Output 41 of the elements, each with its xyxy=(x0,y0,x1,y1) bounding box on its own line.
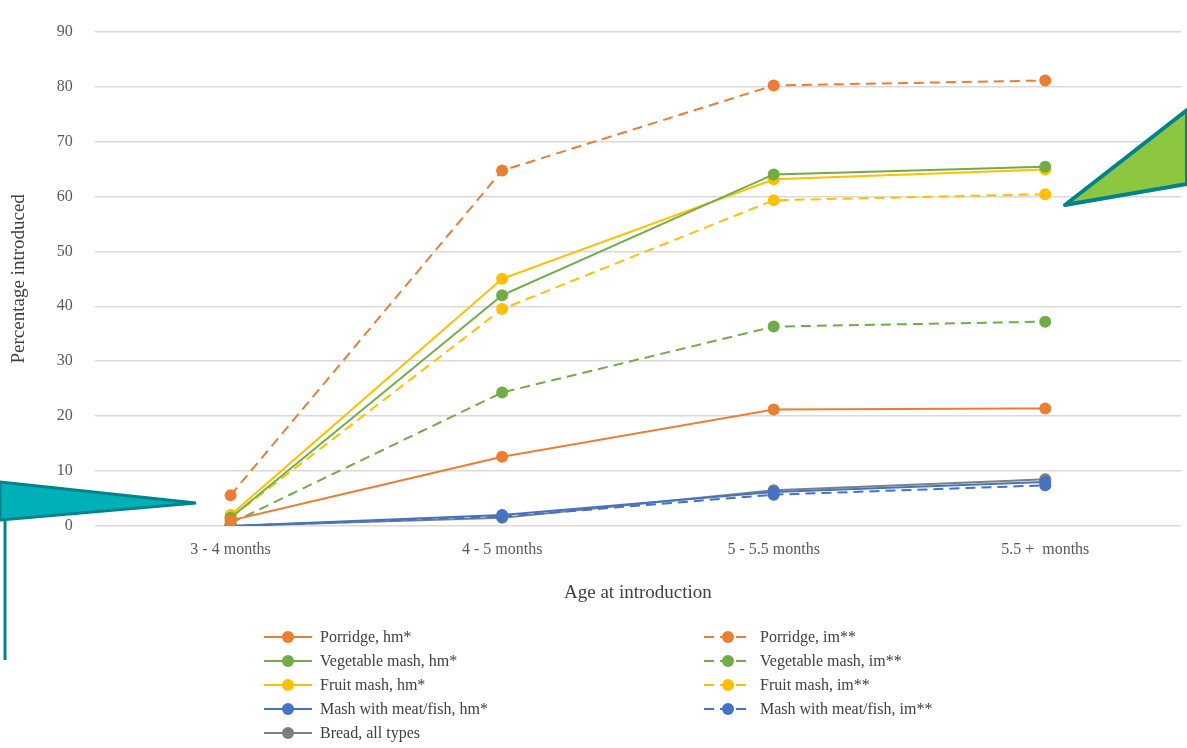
y-tick-label: 20 xyxy=(56,406,73,424)
y-tick-label: 50 xyxy=(56,241,73,259)
point xyxy=(767,194,780,207)
legend-label: Vegetable mash, im** xyxy=(760,652,902,670)
point xyxy=(1039,315,1052,328)
x-tick-label: 3 - 4 months xyxy=(190,539,271,557)
point xyxy=(224,489,237,502)
y-tick-label: 60 xyxy=(56,186,73,204)
point xyxy=(496,450,509,463)
y-tick-label: 80 xyxy=(56,76,73,94)
y-tick-label: 70 xyxy=(56,131,73,149)
point xyxy=(767,79,780,92)
point xyxy=(496,386,509,399)
point xyxy=(767,168,780,181)
x-tick-label: 4 - 5 months xyxy=(461,539,543,557)
y-tick-label: 90 xyxy=(56,21,73,39)
legend-label: Porridge, im** xyxy=(760,628,856,646)
legend-label: Mash with meat/fish, hm* xyxy=(320,700,488,718)
point xyxy=(767,403,780,416)
y-tick-label: 40 xyxy=(56,296,73,314)
y-tick-label: 30 xyxy=(56,351,73,369)
legend-label: Vegetable mash, hm* xyxy=(320,652,458,670)
legend-label: Fruit mash, im** xyxy=(760,676,870,694)
point xyxy=(496,303,509,316)
point xyxy=(767,320,780,333)
legend-label: Fruit mash, hm* xyxy=(320,676,426,694)
point xyxy=(1039,402,1052,415)
y-tick-label: 0 xyxy=(64,516,73,534)
point xyxy=(496,164,509,177)
legend-label: Mash with meat/fish, im** xyxy=(760,700,933,718)
y-tick-label: 10 xyxy=(56,461,73,479)
x-tick-label: 5 - 5.5 months xyxy=(727,539,820,557)
y-axis-title: Percentage introduced xyxy=(7,193,29,364)
point xyxy=(1039,188,1052,201)
x-axis-title: Age at introduction xyxy=(564,580,713,602)
point xyxy=(496,272,509,285)
legend-label: Bread, all types xyxy=(320,724,420,742)
legend-label: Porridge, hm* xyxy=(320,628,412,646)
point xyxy=(1039,74,1052,87)
point xyxy=(496,289,509,302)
x-tick-label: 5.5 + months xyxy=(1001,539,1090,557)
